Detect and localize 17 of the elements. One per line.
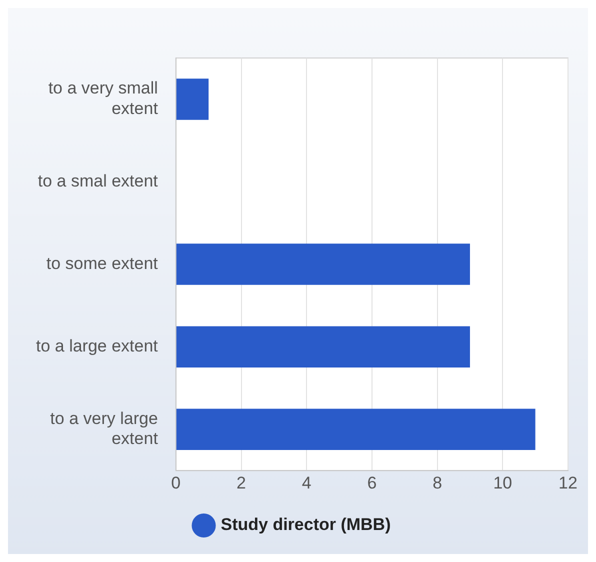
x-tick-label: 0 <box>171 473 181 492</box>
bar <box>176 244 470 285</box>
bar <box>176 408 536 450</box>
x-tick-label: 10 <box>493 473 512 492</box>
x-tick-label: 12 <box>558 473 578 492</box>
y-tick-label: to a smal extent <box>38 171 158 190</box>
bar <box>176 326 470 368</box>
x-tick-label: 4 <box>302 473 312 492</box>
x-tick-label: 6 <box>367 473 377 492</box>
y-tick-label: to a very small extent <box>48 78 158 118</box>
bar <box>176 78 209 120</box>
x-tick-label: 8 <box>432 473 442 492</box>
y-tick-label: to some extent <box>46 254 158 273</box>
y-tick-label: to a large extent <box>36 336 158 356</box>
legend-label: Study director (MBB) <box>220 515 391 534</box>
y-tick-label: to a very large extent <box>50 408 158 448</box>
x-tick-label: 2 <box>236 473 246 492</box>
